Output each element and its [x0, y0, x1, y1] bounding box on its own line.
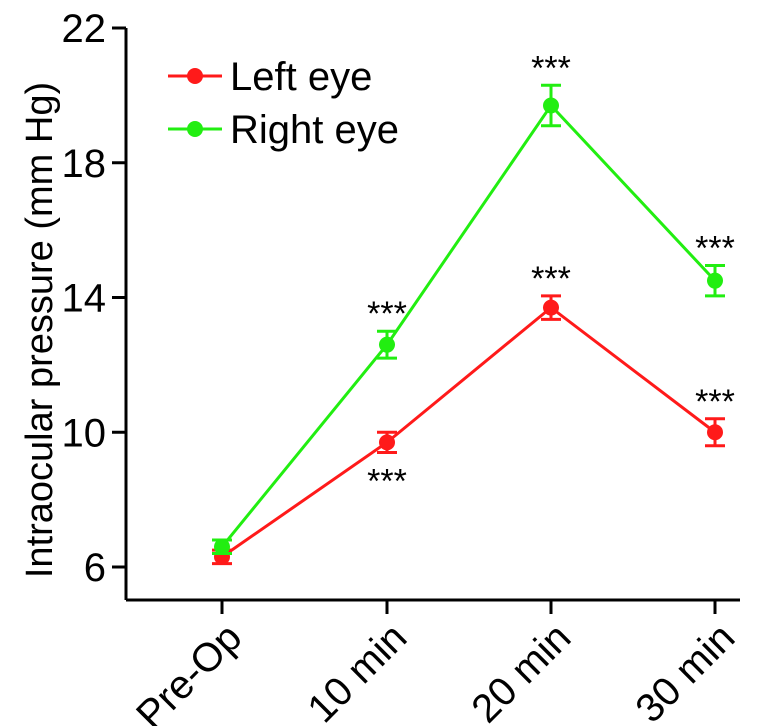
series-right-eye: *** *** ***	[212, 49, 735, 556]
series-line	[220, 103, 717, 548]
y-tick-label: 6	[84, 546, 106, 590]
significance-label: ***	[531, 49, 571, 87]
series-line	[221, 305, 716, 559]
y-axis-title: Intraocular pressure (mm Hg)	[19, 82, 61, 578]
data-point	[543, 299, 559, 316]
y-tick-label: 10	[62, 411, 107, 455]
legend-label: Left eye	[230, 55, 372, 99]
significance-label: ***	[367, 462, 407, 500]
significance-label: ***	[531, 260, 571, 298]
x-tick-label: 20 min	[463, 615, 579, 726]
data-point	[214, 538, 230, 555]
y-tick-label: 22	[62, 7, 107, 51]
x-tick-label: Pre-Op	[128, 615, 250, 726]
significance-label: ***	[367, 295, 407, 333]
significance-label: ***	[695, 229, 735, 267]
x-tick-label: 30 min	[627, 615, 743, 726]
significance-label: ***	[695, 383, 735, 421]
series-layer: *** *** *** *** *** ***	[212, 49, 735, 566]
y-tick-label: 14	[62, 277, 107, 321]
data-point	[379, 434, 395, 451]
legend-marker	[187, 121, 203, 137]
legend: Left eye Right eye	[168, 55, 399, 152]
data-point	[707, 272, 723, 289]
y-tick-label: 18	[62, 142, 107, 186]
data-point	[543, 97, 559, 114]
x-ticks: Pre-Op 10 min 20 min 30 min	[128, 600, 743, 726]
series-left-eye: *** *** ***	[212, 260, 735, 566]
data-point	[707, 424, 723, 441]
legend-label: Right eye	[230, 108, 399, 152]
data-point	[379, 336, 395, 353]
y-ticks: 6 10 14 18 22	[62, 7, 126, 590]
legend-marker	[187, 68, 203, 84]
x-tick-label: 10 min	[299, 615, 415, 726]
